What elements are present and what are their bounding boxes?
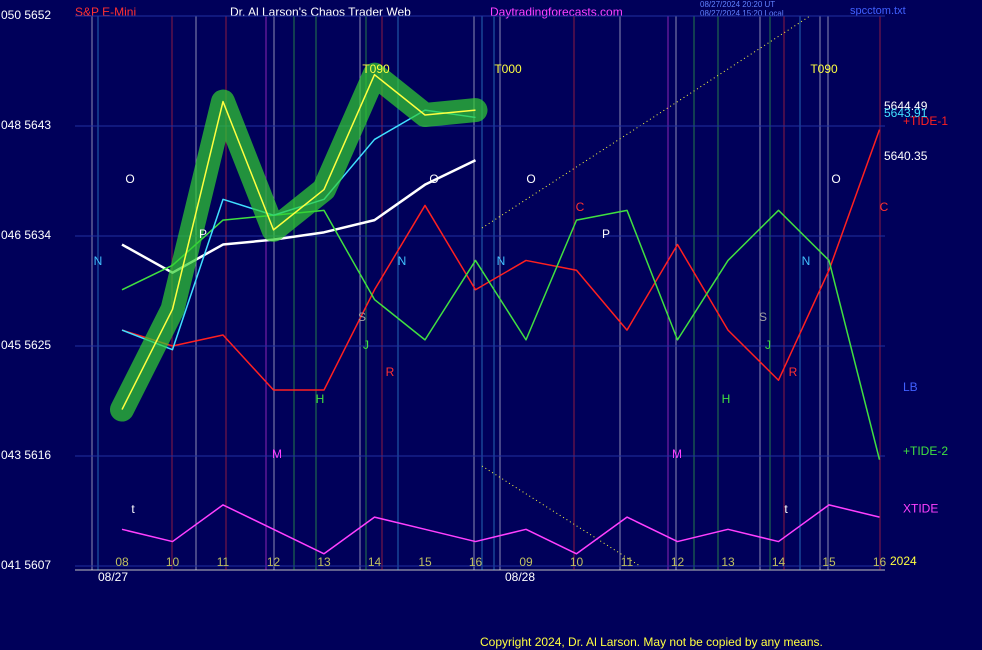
y-tick-label: 045 5625 <box>1 338 51 352</box>
series-line <box>121 209 881 460</box>
annotation: T090 <box>810 62 838 76</box>
file-name: spcctom.txt <box>850 5 906 17</box>
legend-label: +TIDE-2 <box>903 444 948 458</box>
x-tick-label: 12 <box>671 555 685 569</box>
y-tick-label: 041 5607 <box>1 558 51 572</box>
y-tick-label: 043 5616 <box>1 448 51 462</box>
x-tick-label: 15 <box>418 555 432 569</box>
series-line <box>121 504 880 555</box>
annotation: R <box>789 365 798 379</box>
year-label: 2024 <box>890 554 917 568</box>
annotation: H <box>722 392 731 406</box>
instrument: S&P E-Mini <box>75 5 136 19</box>
annotation: C <box>880 200 889 214</box>
stamp-ut: 08/27/2024 20:20 UT <box>700 0 775 9</box>
annotation: t <box>131 502 135 516</box>
date-label: 08/27 <box>98 570 128 584</box>
annotation: T000 <box>494 62 522 76</box>
series-line <box>121 129 881 391</box>
y-tick-label: 046 5634 <box>1 228 51 242</box>
y-tick-label: 050 5652 <box>1 8 51 22</box>
price-label: 5643.91 <box>884 106 928 120</box>
annotation: M <box>272 447 282 461</box>
site: Daytradingforecasts.com <box>490 5 623 19</box>
x-tick-label: 13 <box>721 555 735 569</box>
copyright: Copyright 2024, Dr. Al Larson. May not b… <box>480 635 823 649</box>
annotation: R <box>386 365 395 379</box>
x-tick-label: 11 <box>217 555 230 569</box>
legend-label: XTIDE <box>903 501 938 515</box>
annotation: N <box>497 254 506 268</box>
annotation: C <box>576 200 585 214</box>
annotation: O <box>526 172 535 186</box>
x-tick-label: 12 <box>267 555 281 569</box>
annotation: O <box>125 172 134 186</box>
annotation: LB <box>903 380 918 394</box>
x-tick-label: 11 <box>621 555 634 569</box>
annotation: N <box>802 254 811 268</box>
legend-label: +TIDE-1 <box>903 114 948 128</box>
stamp-local: 08/27/2024 15:20 Local <box>700 9 784 18</box>
annotation: N <box>398 254 407 268</box>
annotation: H <box>316 392 325 406</box>
x-tick-label: 10 <box>570 555 584 569</box>
annotation: O <box>831 172 840 186</box>
price-label: 5644.49 <box>884 99 928 113</box>
annotation: T090 <box>362 62 390 76</box>
annotation: M <box>672 447 682 461</box>
date-label: 08/28 <box>505 570 535 584</box>
x-tick-label: 16 <box>873 555 887 569</box>
x-tick-label: 08 <box>115 555 129 569</box>
x-tick-label: 10 <box>166 555 180 569</box>
x-tick-label: 14 <box>368 555 382 569</box>
annotation: N <box>94 254 103 268</box>
annotation: O <box>429 172 438 186</box>
annotation: P <box>602 227 610 241</box>
annotation: S <box>759 310 767 324</box>
annotation: J <box>363 338 369 352</box>
x-tick-label: 13 <box>317 555 331 569</box>
chart-title: Dr. Al Larson's Chaos Trader Web <box>230 5 411 19</box>
price-label: 5640.35 <box>884 149 928 163</box>
y-tick-label: 048 5643 <box>1 118 51 132</box>
series-line <box>121 73 476 410</box>
annotation: P <box>199 227 207 241</box>
annotation: t <box>784 502 788 516</box>
x-tick-label: 14 <box>772 555 786 569</box>
annotation: S <box>358 310 366 324</box>
annotation: J <box>765 338 771 352</box>
x-tick-label: 15 <box>822 555 836 569</box>
x-tick-label: 09 <box>519 555 533 569</box>
x-tick-label: 16 <box>469 555 483 569</box>
